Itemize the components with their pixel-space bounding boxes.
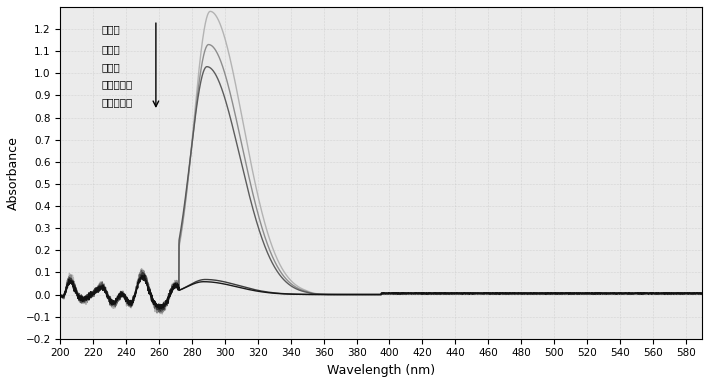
Text: 二氢槲皮素: 二氢槲皮素 xyxy=(101,97,133,107)
Text: 香橙素: 香橙素 xyxy=(101,24,121,34)
Text: 二氢杨梅素: 二氢杨梅素 xyxy=(101,79,133,89)
Text: 橙皮素: 橙皮素 xyxy=(101,62,121,72)
Text: 柚皮素: 柚皮素 xyxy=(101,44,121,54)
Y-axis label: Absorbance: Absorbance xyxy=(7,136,20,210)
X-axis label: Wavelength (nm): Wavelength (nm) xyxy=(327,364,435,377)
